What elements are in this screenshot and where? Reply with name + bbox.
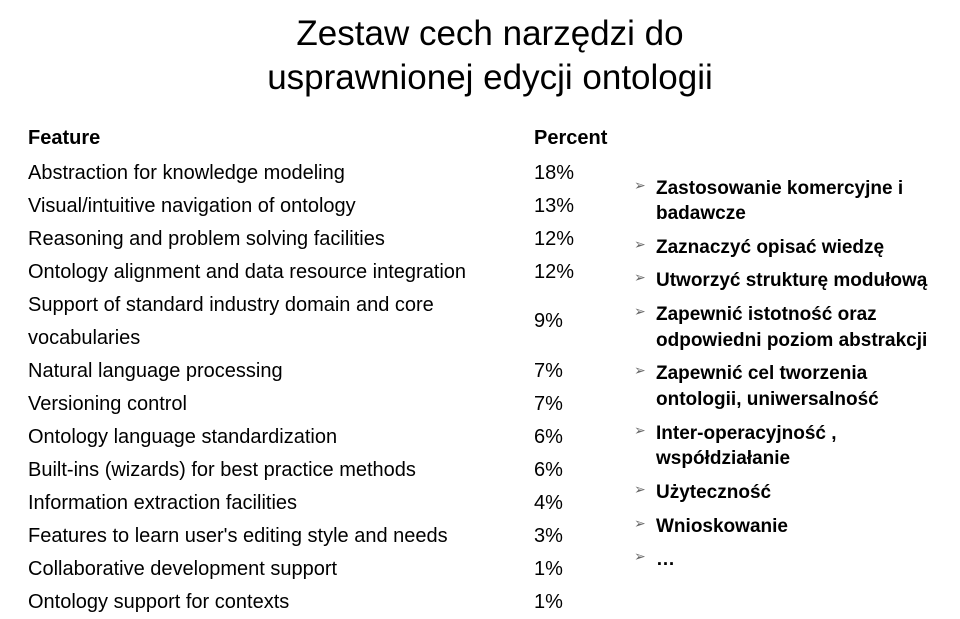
feature-cell: Ontology language standardization (28, 421, 534, 454)
list-item: ➢ Zastosowanie komercyjne i badawcze (634, 176, 932, 227)
percent-cell: 12% (534, 256, 608, 289)
list-item: ➢ Zapewnić istotność oraz odpowiedni pozi… (634, 302, 932, 353)
feature-cell: Collaborative development support (28, 553, 534, 586)
percent-cell: 6% (534, 421, 608, 454)
percent-cell: 1% (534, 586, 608, 619)
percent-cell: 13% (534, 190, 608, 223)
content-area: Feature Percent Abstraction for knowledg… (28, 122, 932, 619)
table-row: Abstraction for knowledge modeling18% (28, 157, 608, 190)
arrow-icon: ➢ (634, 549, 648, 563)
bullet-text: Zastosowanie komercyjne i badawcze (656, 178, 903, 225)
list-item: ➢ Utworzyć strukturę modułową (634, 268, 932, 294)
bullet-text: Utworzyć strukturę modułową (656, 270, 927, 291)
header-percent: Percent (534, 122, 608, 157)
table-header-row: Feature Percent (28, 122, 608, 157)
percent-cell: 4% (534, 487, 608, 520)
arrow-icon: ➢ (634, 237, 648, 251)
bullet-list-wrap: ➢ Zastosowanie komercyjne i badawcze ➢ Zaz… (634, 122, 932, 581)
feature-cell: Features to learn user's editing style a… (28, 520, 534, 553)
list-item: ➢ Zaznaczyć opisać wiedzę (634, 235, 932, 261)
arrow-icon: ➢ (634, 516, 648, 530)
list-item: ➢… (634, 547, 932, 573)
table-row: Collaborative development support1% (28, 553, 608, 586)
table-row: Built-ins (wizards) for best practice me… (28, 454, 608, 487)
header-feature: Feature (28, 122, 534, 157)
table-row: Information extraction facilities4% (28, 487, 608, 520)
arrow-icon: ➢ (634, 482, 648, 496)
table-row: Versioning control7% (28, 388, 608, 421)
feature-cell: Reasoning and problem solving facilities (28, 223, 534, 256)
percent-cell: 18% (534, 157, 608, 190)
table-row: Natural language processing7% (28, 355, 608, 388)
table-row: Support of standard industry domain and … (28, 289, 608, 355)
list-item: ➢ Zapewnić cel tworzenia ontologii, uniwe… (634, 361, 932, 412)
bullet-text: … (656, 549, 675, 570)
list-item: ➢ Inter-operacyjność , współdziałanie (634, 421, 932, 472)
bullet-text: Zaznaczyć opisać wiedzę (656, 237, 884, 258)
bullet-text: Inter-operacyjność , współdziałanie (656, 423, 837, 470)
feature-cell: Ontology alignment and data resource int… (28, 256, 534, 289)
percent-cell: 3% (534, 520, 608, 553)
table-row: Ontology support for contexts1% (28, 586, 608, 619)
bullet-list: ➢ Zastosowanie komercyjne i badawcze ➢ Zaz… (634, 176, 932, 573)
table-row: Visual/intuitive navigation of ontology1… (28, 190, 608, 223)
feature-cell: Information extraction facilities (28, 487, 534, 520)
feature-cell: Support of standard industry domain and … (28, 289, 534, 355)
percent-cell: 7% (534, 388, 608, 421)
feature-table-wrap: Feature Percent Abstraction for knowledg… (28, 122, 608, 619)
percent-cell: 1% (534, 553, 608, 586)
arrow-icon: ➢ (634, 178, 648, 192)
page-title: Zestaw cech narzędzi do usprawnionej edy… (28, 12, 932, 100)
arrow-icon: ➢ (634, 363, 648, 377)
percent-cell: 12% (534, 223, 608, 256)
bullet-text: Zapewnić cel tworzenia ontologii, uniwer… (656, 363, 879, 410)
arrow-icon: ➢ (634, 304, 648, 318)
bullet-text: Zapewnić istotność oraz odpowiedni pozio… (656, 304, 927, 351)
list-item: ➢ Użyteczność (634, 480, 932, 506)
arrow-icon: ➢ (634, 423, 648, 437)
bullet-text: Użyteczność (656, 482, 771, 503)
feature-cell: Natural language processing (28, 355, 534, 388)
title-line-2: usprawnionej edycji ontologii (267, 58, 713, 97)
percent-cell: 9% (534, 289, 608, 355)
bullet-text: Wnioskowanie (656, 516, 788, 537)
feature-cell: Ontology support for contexts (28, 586, 534, 619)
list-item: ➢ Wnioskowanie (634, 514, 932, 540)
arrow-icon: ➢ (634, 270, 648, 284)
feature-cell: Built-ins (wizards) for best practice me… (28, 454, 534, 487)
table-row: Ontology alignment and data resource int… (28, 256, 608, 289)
feature-cell: Versioning control (28, 388, 534, 421)
feature-cell: Abstraction for knowledge modeling (28, 157, 534, 190)
percent-cell: 7% (534, 355, 608, 388)
table-row: Features to learn user's editing style a… (28, 520, 608, 553)
table-row: Ontology language standardization6% (28, 421, 608, 454)
title-line-1: Zestaw cech narzędzi do (296, 14, 683, 53)
percent-cell: 6% (534, 454, 608, 487)
feature-table: Feature Percent Abstraction for knowledg… (28, 122, 608, 619)
feature-cell: Visual/intuitive navigation of ontology (28, 190, 534, 223)
table-row: Reasoning and problem solving facilities… (28, 223, 608, 256)
